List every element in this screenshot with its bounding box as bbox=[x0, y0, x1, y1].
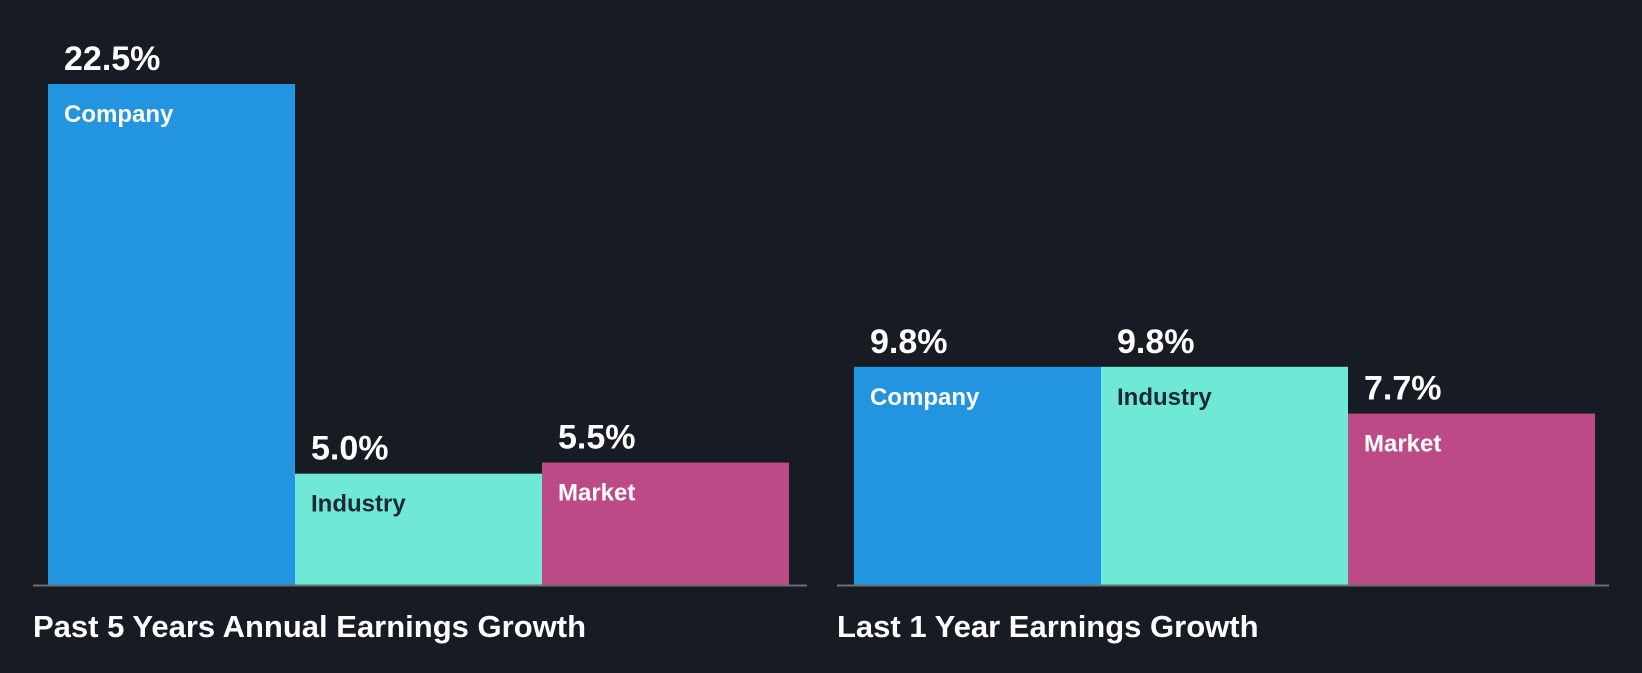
last-1-year-chart: 9.8% Company 9.8% Industry 7.7% Market Last 1 … bbox=[837, 323, 1609, 644]
past-5-years-chart-title: Past 5 Years Annual Earnings Growth bbox=[33, 609, 586, 644]
last-1-year-market-value-label: 7.7% bbox=[1364, 370, 1442, 408]
past-5-years-company-value-label: 22.5% bbox=[64, 40, 160, 78]
last-1-year-company-category-label: Company bbox=[870, 384, 980, 411]
last-1-year-industry-bar bbox=[1101, 366, 1348, 585]
last-1-year-industry-category-label: Industry bbox=[1117, 384, 1212, 411]
past-5-years-company-category-label: Company bbox=[64, 101, 174, 128]
past-5-years-chart: 22.5% Company 5.0% Industry 5.5% Market Past 5… bbox=[33, 40, 807, 644]
last-1-year-market-category-label: Market bbox=[1364, 431, 1441, 458]
past-5-years-market-bar bbox=[542, 462, 789, 585]
past-5-years-industry-bar bbox=[295, 473, 542, 585]
last-1-year-company-value-label: 9.8% bbox=[870, 323, 948, 361]
past-5-years-industry-value-label: 5.0% bbox=[311, 430, 389, 468]
past-5-years-market-value-label: 5.5% bbox=[558, 419, 636, 457]
last-1-year-industry-value-label: 9.8% bbox=[1117, 323, 1195, 361]
last-1-year-company-bar bbox=[854, 366, 1101, 585]
past-5-years-industry-category-label: Industry bbox=[311, 491, 406, 518]
last-1-year-market-bar bbox=[1348, 413, 1595, 585]
last-1-year-chart-title: Last 1 Year Earnings Growth bbox=[837, 609, 1259, 644]
past-5-years-market-category-label: Market bbox=[558, 480, 635, 507]
past-5-years-company-bar bbox=[48, 84, 295, 585]
